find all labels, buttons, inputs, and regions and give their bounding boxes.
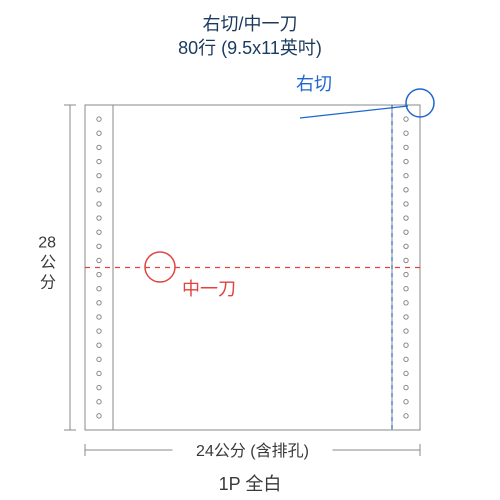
right-cut-label: 右切 — [296, 74, 332, 94]
width-dim-label: 24公分 (含排孔) — [196, 442, 309, 460]
title-line-2: 80行 (9.5x11英吋) — [178, 38, 322, 58]
height-dim-char: 公 — [40, 255, 56, 272]
title-line-1: 右切/中一刀 — [202, 14, 297, 34]
paper-diagram: 右切/中一刀 80行 (9.5x11英吋) 右切 中一刀 28 公分 24公分 (… — [0, 0, 500, 500]
height-dim-char: 分 — [40, 274, 56, 292]
middle-cut-label: 中一刀 — [182, 279, 236, 299]
height-dimension: 28 公分 — [38, 105, 76, 430]
footer-label: 1P 全白 — [219, 474, 282, 494]
height-dim-char: 28 — [38, 235, 56, 252]
width-dimension: 24公分 (含排孔) — [85, 438, 420, 462]
